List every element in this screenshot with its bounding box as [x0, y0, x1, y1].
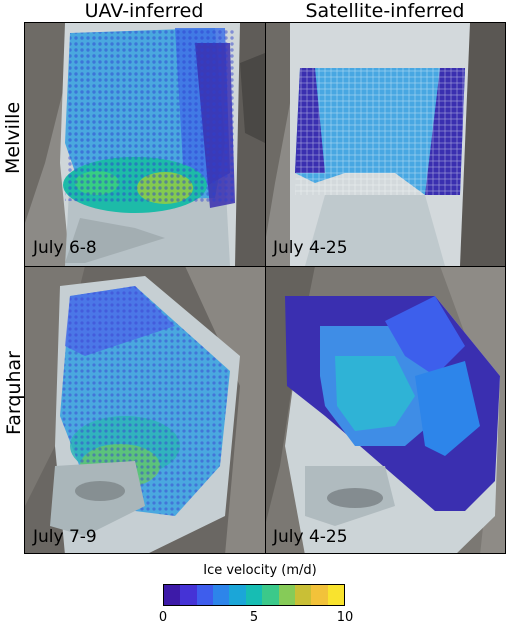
colorbar — [163, 584, 345, 606]
colorbar-segment — [311, 585, 328, 605]
panel-farquhar-uav: July 7-9 — [25, 266, 265, 553]
tick-label-10: 10 — [336, 610, 354, 625]
date-label-melville-satellite: July 4-25 — [273, 238, 348, 258]
farquhar-satellite-image — [265, 266, 505, 553]
date-label-melville-uav: July 6-8 — [33, 238, 97, 258]
colorbar-segment — [294, 585, 312, 605]
colorbar-segment — [229, 585, 246, 605]
colorbar-segment — [278, 585, 295, 605]
colorbar-segment — [164, 585, 181, 605]
horizontal-divider — [25, 266, 505, 267]
row-title-melville: Melville — [2, 101, 24, 174]
column-title-satellite: Satellite-inferred — [305, 0, 465, 22]
date-label-farquhar-satellite: July 4-25 — [273, 527, 348, 547]
panel-melville-uav: July 6-8 — [25, 23, 265, 266]
panel-melville-satellite: July 4-25 — [265, 23, 505, 266]
colorbar-segment — [213, 585, 230, 605]
legend-title: Ice velocity (m/d) — [203, 563, 317, 578]
melville-uav-image — [25, 23, 265, 266]
farquhar-uav-image — [25, 266, 265, 553]
colorbar-segment — [196, 585, 214, 605]
date-label-farquhar-uav: July 7-9 — [33, 527, 97, 547]
panel-farquhar-satellite: July 4-25 — [265, 266, 505, 553]
row-title-farquhar: Farquhar — [3, 351, 25, 435]
tick-label-0: 0 — [158, 610, 168, 625]
melville-satellite-image — [265, 23, 505, 266]
colorbar-segment — [262, 585, 279, 605]
column-title-uav: UAV-inferred — [84, 0, 204, 22]
colorbar-segment — [327, 585, 344, 605]
colorbar-segment — [245, 585, 263, 605]
vertical-divider — [265, 23, 266, 553]
tick-label-5: 5 — [249, 610, 259, 625]
panel-grid: July 6-8 July 4-25 — [24, 22, 506, 554]
colorbar-segment — [180, 585, 197, 605]
